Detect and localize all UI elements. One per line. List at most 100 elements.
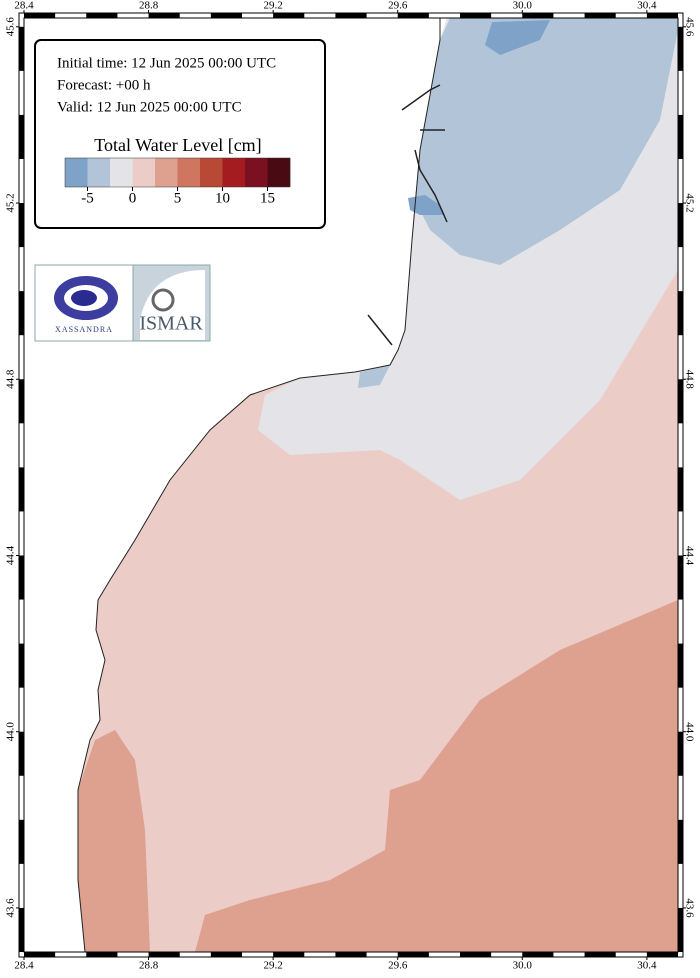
colorbar-title: Total Water Level [cm] — [94, 135, 261, 155]
sea-zone — [195, 600, 678, 952]
colorbar-bin — [155, 158, 178, 187]
colorbar-bin — [132, 158, 156, 187]
lat-label: 43.6 — [683, 898, 695, 918]
sea-zone — [78, 730, 150, 952]
lon-label: 29.2 — [264, 0, 283, 12]
frame-segment — [19, 643, 24, 688]
frame-segment — [19, 819, 24, 864]
frame-segment — [273, 952, 305, 957]
frame-segment — [397, 13, 429, 18]
river-channel — [367, 84, 448, 346]
colorbar-bin — [87, 158, 111, 187]
frame-segment — [584, 13, 616, 18]
frame-segment — [273, 13, 305, 18]
axis-labels: 28.4 28.4 28.8 28.8 29.2 29.2 29.6 29.6 30.0 30.0… — [5, 0, 696, 972]
lon-label: 29.6 — [388, 960, 408, 972]
frame-segment — [24, 952, 56, 957]
frame-segment — [335, 952, 367, 957]
frame-segment — [646, 952, 678, 957]
colorbar-bin — [267, 158, 291, 187]
colorbar-bin — [110, 158, 133, 187]
colorbar-tick-label: 5 — [174, 190, 182, 206]
initial-time: Initial time: 12 Jun 2025 00:00 UTC — [57, 55, 276, 71]
lat-label: 44.4 — [5, 545, 17, 565]
frame-segment — [522, 13, 554, 18]
frame-segment — [210, 952, 242, 957]
colorbar-bin — [65, 158, 88, 187]
lon-label: 30.0 — [513, 960, 533, 972]
colorbar-tick-label: 0 — [129, 190, 137, 206]
lat-label: 44.4 — [683, 546, 695, 566]
lon-label: 30.0 — [513, 0, 533, 12]
colorbar-tick-label: 10 — [215, 190, 230, 206]
frame-segment — [678, 291, 683, 336]
frame-segment — [19, 555, 24, 600]
lon-label: 28.8 — [139, 0, 159, 12]
frame-segment — [19, 907, 24, 952]
lon-label: 30.4 — [637, 960, 657, 972]
frame-segment — [678, 819, 683, 864]
frame-segment — [678, 731, 683, 776]
lon-label: 28.8 — [139, 960, 159, 972]
colorbar-tick-label: 15 — [260, 190, 275, 206]
frame-segment — [335, 13, 367, 18]
frame-segment — [19, 379, 24, 424]
frame-segment — [19, 731, 24, 776]
sea-zone — [485, 20, 550, 55]
colorbar: -5 0 5 10 15 — [64, 157, 291, 206]
logo-text: XASSANDRA — [55, 325, 113, 334]
colorbar-tick-label: -5 — [81, 190, 94, 206]
frame-segment — [460, 13, 492, 18]
frame-segment — [19, 291, 24, 336]
lat-label: 45.6 — [5, 17, 17, 37]
lat-label: 44.8 — [5, 369, 17, 389]
frame-segment — [148, 13, 180, 18]
map-frame — [23, 17, 679, 953]
frame-segment — [24, 13, 56, 18]
lat-label: 44.8 — [683, 370, 695, 390]
frame-segment — [646, 13, 678, 18]
frame-segment — [584, 952, 616, 957]
frame-segment — [19, 26, 24, 71]
lat-label: 44.0 — [683, 722, 695, 742]
colorbar-bin — [177, 158, 201, 187]
lon-label: 28.4 — [14, 960, 34, 972]
frame-segment — [19, 467, 24, 512]
sea-zone — [408, 195, 445, 215]
frame-segment — [678, 203, 683, 248]
frame-segment — [148, 952, 180, 957]
logo-swirl — [71, 290, 97, 306]
frame-segment — [678, 114, 683, 159]
sea-field — [78, 18, 678, 952]
lat-label: 43.6 — [5, 898, 17, 918]
lat-label: 45.2 — [683, 193, 695, 212]
coastline — [77, 18, 441, 953]
lat-label: 45.2 — [5, 193, 17, 212]
frame-segment — [86, 952, 118, 957]
valid-time: Valid: 12 Jun 2025 00:00 UTC — [57, 99, 242, 115]
frame-segment — [86, 13, 118, 18]
frame-segment — [397, 952, 429, 957]
frame-segment — [19, 203, 24, 248]
frame-segment — [678, 467, 683, 512]
frame-segment — [210, 13, 242, 18]
sea-zone — [415, 18, 678, 265]
lat-label: 45.6 — [683, 17, 695, 37]
logo-text: ISMAR — [139, 313, 203, 335]
colorbar-bin — [200, 158, 223, 187]
lat-label: 44.0 — [5, 722, 17, 742]
colorbar-bin — [222, 158, 246, 187]
lon-label: 30.4 — [637, 0, 657, 12]
lon-label: 28.4 — [14, 0, 34, 12]
frame-segment — [522, 952, 554, 957]
frame-segment — [460, 952, 492, 957]
sea-zone — [358, 365, 390, 388]
frame-segment — [678, 379, 683, 424]
frame-segment — [678, 26, 683, 71]
logo-mark — [151, 288, 175, 312]
lon-label: 29.2 — [264, 960, 283, 972]
frame-segment — [678, 555, 683, 600]
frame-segment — [19, 114, 24, 159]
colorbar-bin — [245, 158, 268, 187]
